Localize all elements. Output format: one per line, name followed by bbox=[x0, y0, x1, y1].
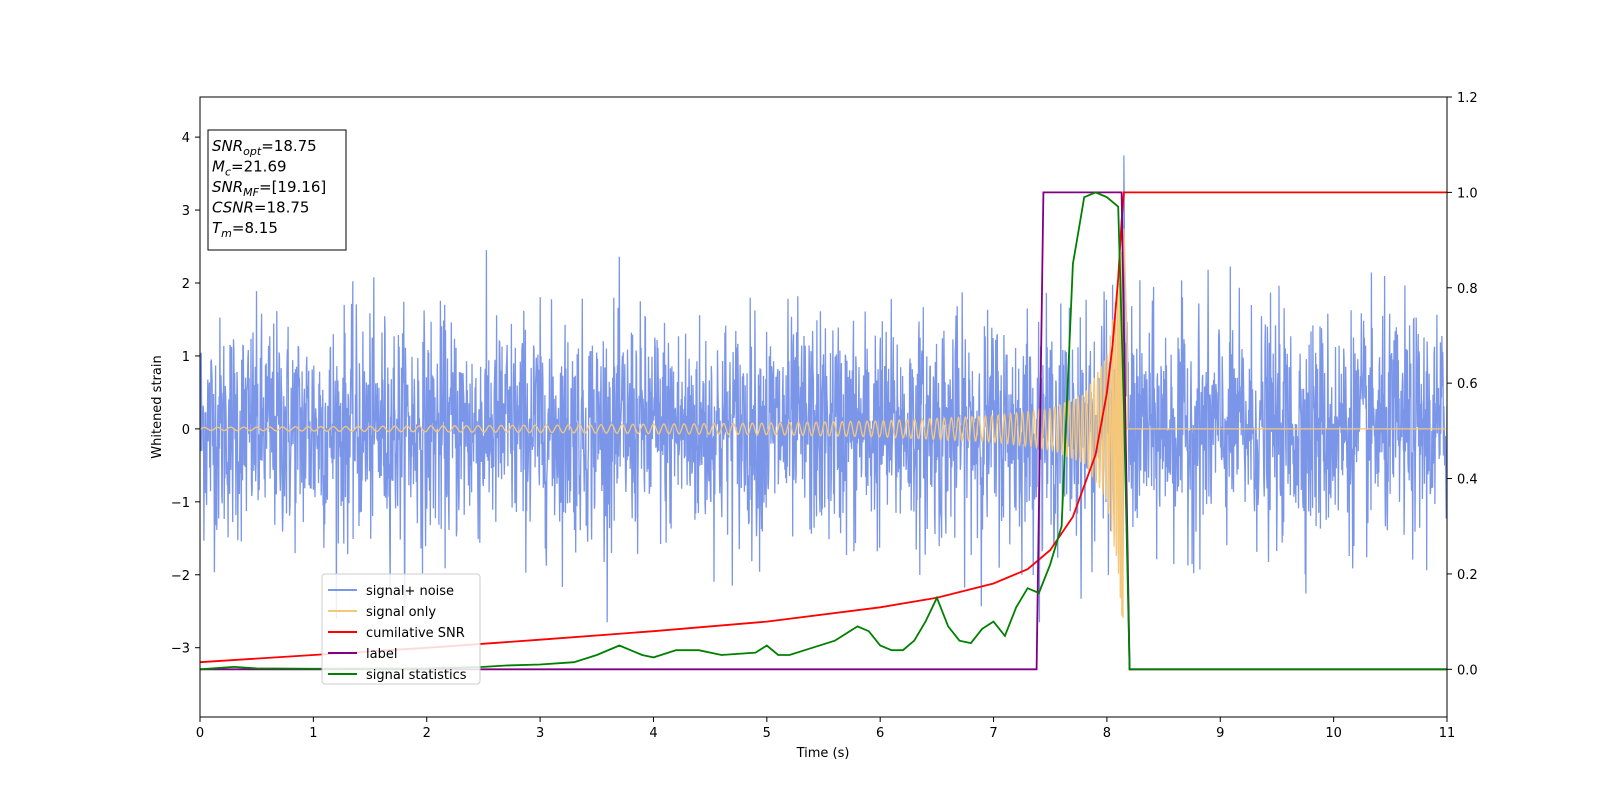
x-tick-label: 8 bbox=[1103, 726, 1111, 741]
y2-tick-label: 0.0 bbox=[1457, 663, 1478, 678]
x-axis-label: Time (s) bbox=[796, 746, 850, 761]
y2-tick-label: 1.2 bbox=[1457, 91, 1478, 106]
legend-label: cumilative SNR bbox=[366, 626, 465, 641]
legend-label: signal only bbox=[366, 605, 436, 620]
x-tick-label: 5 bbox=[763, 726, 771, 741]
info-box: SNRopt=18.75Mc=21.69SNRMF=[19.16]CSNR=18… bbox=[207, 129, 347, 251]
legend-label: signal+ noise bbox=[366, 584, 454, 599]
x-axis: 0 1 2 3 4 5 6 7 8 9 10 11 bbox=[196, 717, 1455, 741]
plot-frame bbox=[199, 96, 1448, 718]
y-axis-left: 4 3 2 1 0 −1 −2 −3 bbox=[171, 131, 200, 657]
x-tick-label: 0 bbox=[196, 726, 204, 741]
y2-tick-label: 0.4 bbox=[1457, 473, 1478, 488]
x-tick-label: 9 bbox=[1216, 726, 1224, 741]
y2-tick-label: 1.0 bbox=[1457, 186, 1478, 201]
x-tick-label: 4 bbox=[649, 726, 657, 741]
plot-area bbox=[200, 155, 1447, 671]
legend-label: signal statistics bbox=[366, 668, 467, 683]
x-tick-label: 2 bbox=[423, 726, 431, 741]
y-axis-label: Whitened strain bbox=[150, 355, 165, 458]
y-tick-label: 2 bbox=[182, 277, 190, 292]
y2-tick-label: 0.8 bbox=[1457, 282, 1478, 297]
legend-label: label bbox=[366, 647, 397, 662]
y2-tick-label: 0.6 bbox=[1457, 377, 1478, 392]
y-axis-right: 1.2 1.0 0.8 0.6 0.4 0.2 0.0 bbox=[1447, 91, 1478, 678]
legend: signal+ noise signal only cumilative SNR la… bbox=[321, 573, 481, 685]
info-box-line: SNRMF=[19.16] bbox=[212, 178, 326, 199]
y-tick-label: −1 bbox=[171, 496, 190, 511]
info-box-line: SNRopt=18.75 bbox=[212, 137, 317, 158]
x-tick-label: 1 bbox=[309, 726, 317, 741]
y2-tick-label: 0.2 bbox=[1457, 568, 1478, 583]
info-box-line: Tm=8.15 bbox=[212, 219, 278, 240]
y-tick-label: 0 bbox=[182, 423, 190, 438]
series-line-signal-plus-noise bbox=[200, 155, 1447, 623]
x-tick-label: 6 bbox=[876, 726, 884, 741]
y-tick-label: 4 bbox=[182, 131, 190, 146]
series-line-signal-statistics bbox=[200, 191, 1447, 671]
x-tick-label: 10 bbox=[1325, 726, 1342, 741]
y-tick-label: 3 bbox=[182, 204, 190, 219]
x-tick-label: 11 bbox=[1439, 726, 1456, 741]
info-box-line: CSNR=18.75 bbox=[212, 199, 309, 217]
y-tick-label: 1 bbox=[182, 350, 190, 365]
y-tick-label: −2 bbox=[171, 569, 190, 584]
x-tick-label: 3 bbox=[536, 726, 544, 741]
series-line-signal-only bbox=[200, 228, 1447, 619]
info-box-line: Mc=21.69 bbox=[212, 158, 287, 179]
x-tick-label: 7 bbox=[989, 726, 997, 741]
y-tick-label: −3 bbox=[171, 642, 190, 657]
